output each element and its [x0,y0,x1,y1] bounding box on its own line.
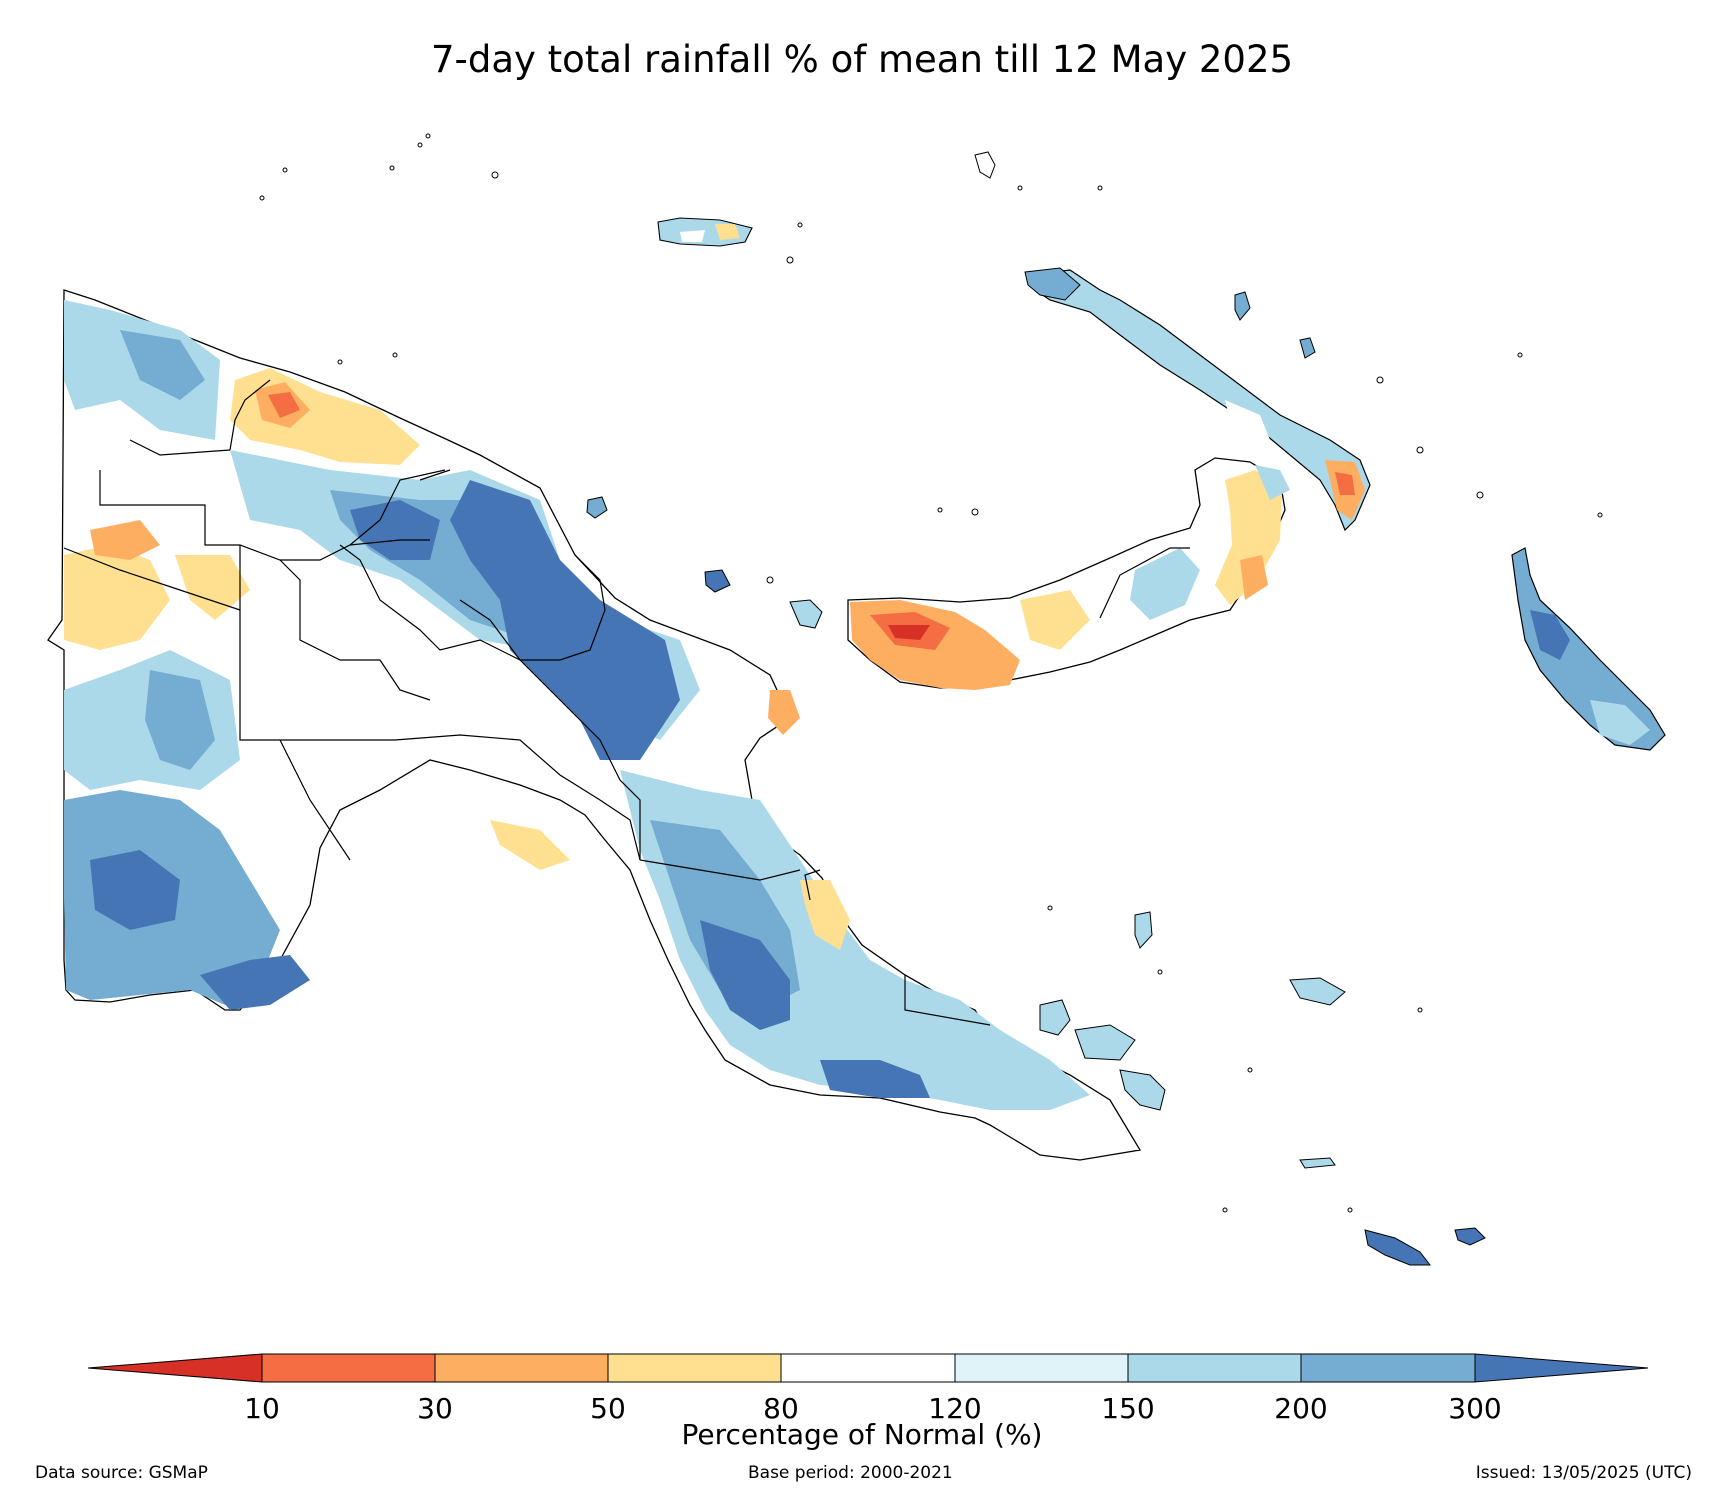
dry-core-northeast [1240,555,1268,600]
new-britain-region [847,457,1290,690]
trobriand-islands [1134,911,1153,949]
wet-core-northwest [120,330,205,400]
dry-patch-fly-river [490,820,570,870]
colorbar-bin-200-300 [1300,1353,1476,1383]
very-wet-west-middle [145,670,215,770]
colorbar-bin-150-200 [1127,1353,1302,1383]
colorbar-bin-50-80 [607,1353,782,1383]
colorbar-tick-10: 10 [244,1392,280,1425]
data-source-note: Data source: GSMaP [35,1463,208,1483]
dry-patch-east-coast [800,880,850,950]
new-hanover-wet [1024,267,1081,301]
colorbar-over-arrow [1474,1353,1649,1383]
lihir-island [1234,291,1251,321]
base-period-note: Base period: 2000-2021 [748,1463,953,1483]
new-ireland-tip-core [1335,472,1355,495]
tabar-island [1299,337,1316,359]
very-wet-highlands [450,480,680,760]
issued-date-note: Issued: 13/05/2025 (UTC) [1475,1463,1692,1483]
colorbar-tick-50: 50 [590,1392,626,1425]
core-dry-north [268,392,300,418]
very-wet-south-coast-2 [700,920,790,1030]
manus-region [657,217,753,247]
manus-white [680,230,705,242]
map-title: 7-day total rainfall % of mean till 12 M… [430,38,1294,81]
new-ireland-region [1024,267,1371,532]
bougainville-landmass [1511,547,1666,751]
colorbar-label: Percentage of Normal (%) [681,1418,1043,1451]
very-wet-southwest [90,850,180,930]
colorbar-bin-10-30 [261,1353,436,1383]
wet-east-new-britain [1130,548,1200,620]
woodlark-island [1289,977,1346,1006]
goodenough-island [1039,999,1071,1036]
rossel-island [1454,1227,1486,1246]
province-borders [63,379,991,1026]
umboi-island [789,599,823,629]
mussau-island [974,151,996,179]
colorbar-tick-120: 120 [928,1392,982,1425]
colorbar-under-arrow [87,1353,263,1383]
colorbar-tick-200: 200 [1274,1392,1328,1425]
colorbar-bin-80-120 [780,1353,956,1383]
colorbar-tick-80: 80 [763,1392,799,1425]
very-wet-south-coast-3 [820,1060,930,1098]
eastern-islands [586,151,1486,1266]
colorbar-tick-150: 150 [1101,1392,1155,1425]
karkar-island [586,496,608,519]
bougainville-south-white [1590,700,1650,745]
colorbar-tick-300: 300 [1448,1392,1502,1425]
wet-gazelle [1255,465,1290,500]
colorbar-tick-30: 30 [417,1392,453,1425]
colorbar-bin-30-50 [434,1353,609,1383]
long-island [704,569,731,593]
small-islets [259,133,1603,1213]
very-wet-north-coast [350,500,440,560]
fergusson-island [1074,1024,1136,1061]
dry-patch-west-2 [90,520,160,560]
white-patch-new-ireland [1225,400,1270,440]
sudest-island [1364,1229,1432,1266]
normanby-island [1119,1069,1166,1111]
mainland-region [47,289,1142,1161]
dry-central-new-britain [1020,590,1090,650]
dry-patch-central [175,555,250,620]
very-wet-southwest-coast [200,955,310,1010]
bougainville-region [1511,547,1666,751]
core-dry-west-new-britain-2 [888,625,930,640]
bougainville-core [1530,610,1570,660]
dry-patch-east-tip [768,690,800,735]
colorbar-bin-120-150 [954,1353,1129,1383]
manus-dry [715,224,740,240]
dry-patch-west [64,545,170,650]
misima-island [1299,1157,1336,1169]
dry-northeast-new-britain [1215,470,1282,605]
